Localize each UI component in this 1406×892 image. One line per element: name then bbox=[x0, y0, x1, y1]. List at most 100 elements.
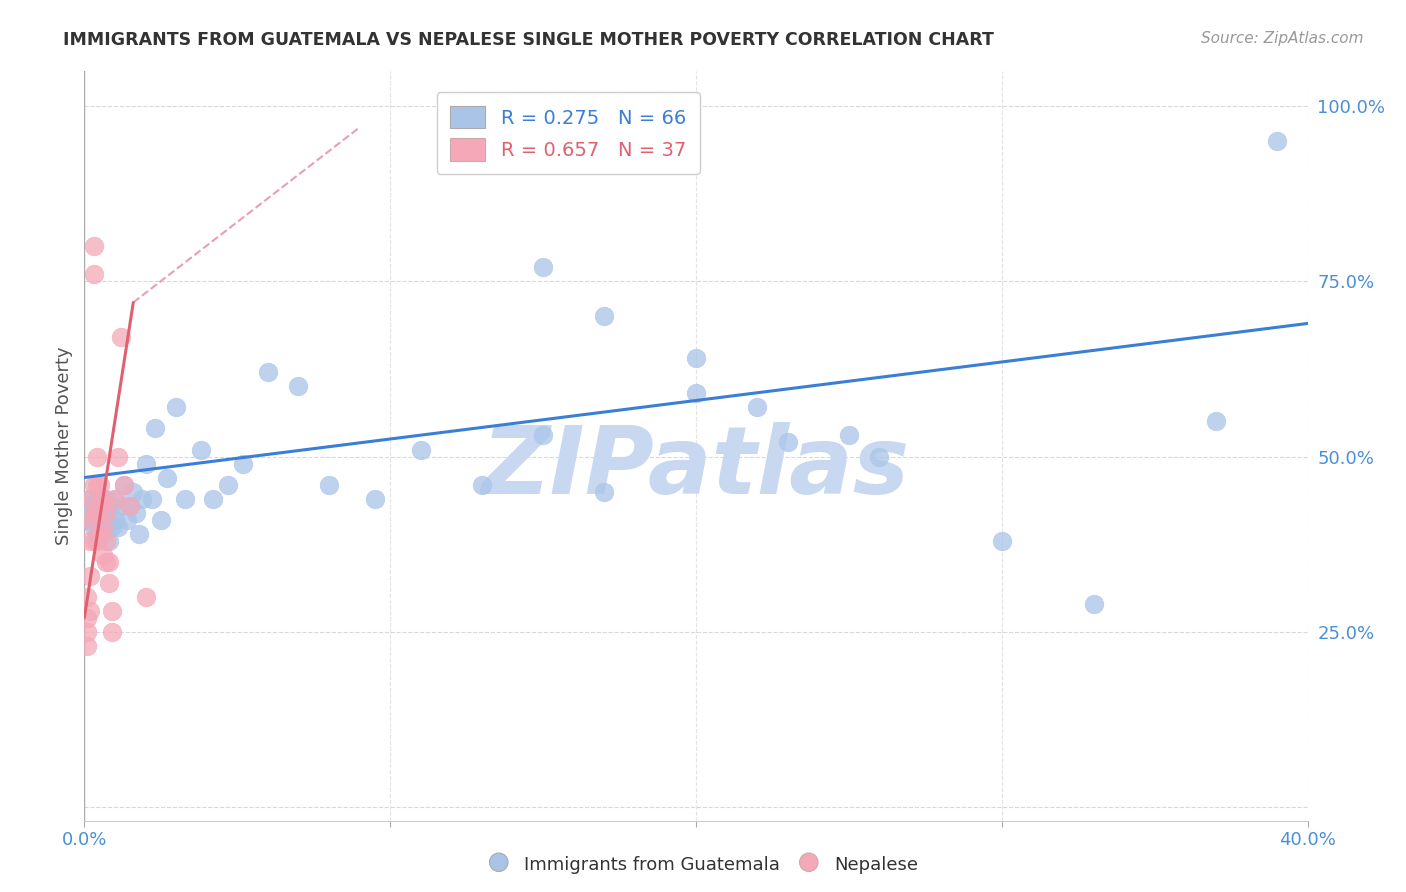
Point bbox=[76, 590, 98, 604]
Y-axis label: Single Mother Poverty: Single Mother Poverty bbox=[55, 347, 73, 545]
Point bbox=[364, 491, 387, 506]
Point bbox=[76, 610, 98, 624]
Point bbox=[97, 575, 120, 590]
Point bbox=[83, 477, 105, 491]
Point bbox=[83, 499, 105, 513]
Point bbox=[190, 442, 212, 457]
Point bbox=[122, 484, 145, 499]
Point bbox=[83, 239, 105, 253]
Text: ZIPatlas: ZIPatlas bbox=[482, 423, 910, 515]
Point bbox=[89, 506, 111, 520]
Point bbox=[83, 512, 105, 526]
Point bbox=[91, 512, 114, 526]
Point bbox=[79, 533, 101, 548]
Point bbox=[531, 260, 554, 275]
Point bbox=[89, 519, 111, 533]
Point bbox=[531, 428, 554, 442]
Point bbox=[89, 477, 111, 491]
Point bbox=[91, 499, 114, 513]
Text: Source: ZipAtlas.com: Source: ZipAtlas.com bbox=[1201, 31, 1364, 46]
Point bbox=[593, 310, 616, 324]
Legend: R = 0.275   N = 66, R = 0.657   N = 37: R = 0.275 N = 66, R = 0.657 N = 37 bbox=[437, 92, 700, 174]
Point bbox=[593, 484, 616, 499]
Point bbox=[83, 519, 105, 533]
Point bbox=[76, 639, 98, 653]
Point bbox=[287, 379, 309, 393]
Point bbox=[257, 366, 280, 380]
Point bbox=[125, 506, 148, 520]
Point bbox=[79, 568, 101, 582]
Point bbox=[101, 519, 124, 533]
Point bbox=[128, 526, 150, 541]
Point bbox=[83, 506, 105, 520]
Point bbox=[79, 491, 101, 506]
Point bbox=[79, 512, 101, 526]
Point bbox=[94, 491, 117, 506]
Legend: Immigrants from Guatemala, Nepalese: Immigrants from Guatemala, Nepalese bbox=[479, 846, 927, 883]
Point bbox=[97, 533, 120, 548]
Point bbox=[107, 519, 129, 533]
Point bbox=[115, 512, 138, 526]
Point bbox=[86, 450, 108, 464]
Point bbox=[110, 330, 132, 344]
Point bbox=[141, 491, 163, 506]
Point bbox=[838, 428, 860, 442]
Point bbox=[76, 512, 98, 526]
Point bbox=[165, 401, 187, 415]
Point bbox=[91, 548, 114, 562]
Point bbox=[79, 491, 101, 506]
Point bbox=[79, 506, 101, 520]
Point bbox=[107, 450, 129, 464]
Point bbox=[685, 386, 707, 401]
Point bbox=[86, 477, 108, 491]
Point bbox=[156, 470, 179, 484]
Point bbox=[89, 499, 111, 513]
Point bbox=[869, 450, 891, 464]
Point bbox=[76, 499, 98, 513]
Point bbox=[110, 499, 132, 513]
Point bbox=[94, 555, 117, 569]
Point bbox=[86, 506, 108, 520]
Point bbox=[94, 533, 117, 548]
Point bbox=[97, 555, 120, 569]
Point bbox=[112, 477, 135, 491]
Point bbox=[94, 506, 117, 520]
Point bbox=[991, 533, 1014, 548]
Point bbox=[143, 421, 166, 435]
Point bbox=[318, 477, 340, 491]
Point bbox=[86, 491, 108, 506]
Point bbox=[120, 499, 142, 513]
Point bbox=[97, 512, 120, 526]
Point bbox=[112, 477, 135, 491]
Point bbox=[120, 499, 142, 513]
Point bbox=[94, 519, 117, 533]
Point bbox=[91, 526, 114, 541]
Point bbox=[201, 491, 224, 506]
Point bbox=[174, 491, 197, 506]
Point bbox=[135, 590, 157, 604]
Point bbox=[1205, 415, 1227, 429]
Point bbox=[83, 533, 105, 548]
Point bbox=[135, 457, 157, 471]
Point bbox=[86, 526, 108, 541]
Point bbox=[104, 491, 127, 506]
Point bbox=[104, 512, 127, 526]
Point bbox=[91, 491, 114, 506]
Point bbox=[747, 401, 769, 415]
Point bbox=[685, 351, 707, 366]
Point bbox=[101, 603, 124, 617]
Point bbox=[131, 491, 153, 506]
Point bbox=[89, 526, 111, 541]
Point bbox=[104, 491, 127, 506]
Point bbox=[149, 512, 172, 526]
Point bbox=[97, 499, 120, 513]
Point bbox=[409, 442, 432, 457]
Point bbox=[101, 499, 124, 513]
Point bbox=[86, 506, 108, 520]
Point bbox=[1265, 135, 1288, 149]
Point bbox=[1083, 597, 1105, 611]
Point bbox=[91, 519, 114, 533]
Text: IMMIGRANTS FROM GUATEMALA VS NEPALESE SINGLE MOTHER POVERTY CORRELATION CHART: IMMIGRANTS FROM GUATEMALA VS NEPALESE SI… bbox=[63, 31, 994, 49]
Point bbox=[89, 491, 111, 506]
Point bbox=[217, 477, 239, 491]
